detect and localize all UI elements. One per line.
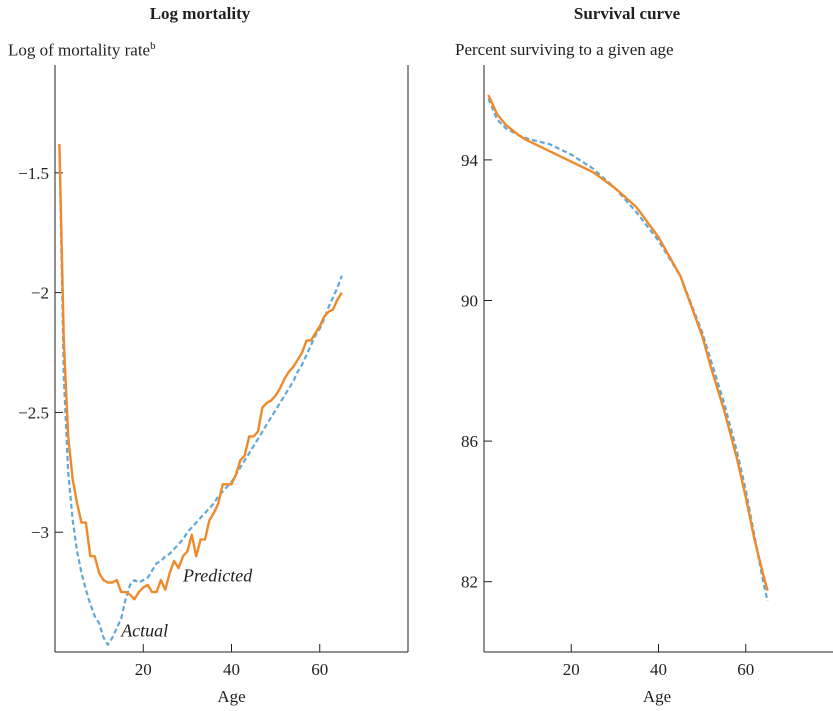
left-series-predicted-line [58, 144, 343, 601]
left-chart-subtitle: Log of mortality rateb [8, 40, 156, 60]
left-x-axis-title: Age [217, 687, 245, 706]
right-y-tick-label: 94 [461, 151, 479, 170]
left-y-tick-label: −3 [31, 523, 49, 542]
right-x-tick-label: 20 [563, 660, 580, 679]
left-chart-title: Log mortality [149, 4, 251, 23]
right-x-tick-label: 40 [650, 660, 667, 679]
left-y-tick-label: −2 [31, 284, 49, 303]
left-annotation-actual: Actual [120, 620, 168, 640]
left-series-actual-line [58, 144, 343, 646]
right-y-tick-label: 82 [461, 573, 478, 592]
left-x-tick-label: 60 [311, 660, 328, 679]
right-series-actual-line [487, 97, 769, 602]
left-x-tick-label: 40 [223, 660, 240, 679]
right-x-axis-title: Age [643, 687, 671, 706]
left-annotation-predicted: Predicted [182, 565, 253, 585]
right-chart-subtitle: Percent surviving to a given age [455, 40, 674, 59]
left-y-tick-label: −1.5 [18, 164, 49, 183]
right-y-tick-label: 86 [461, 432, 478, 451]
right-x-tick-label: 60 [737, 660, 754, 679]
right-series-predicted-line [487, 94, 769, 591]
subtitle-footnote-marker: b [150, 40, 156, 52]
left-y-tick-label: −2.5 [18, 403, 49, 422]
right-chart-title: Survival curve [573, 4, 681, 23]
right-y-tick-label: 90 [461, 292, 478, 311]
left-x-tick-label: 20 [135, 660, 152, 679]
